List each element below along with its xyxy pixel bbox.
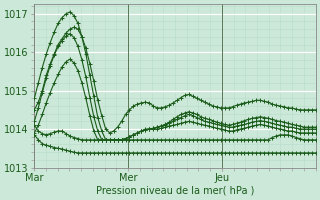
X-axis label: Pression niveau de la mer( hPa ): Pression niveau de la mer( hPa )	[96, 186, 254, 196]
